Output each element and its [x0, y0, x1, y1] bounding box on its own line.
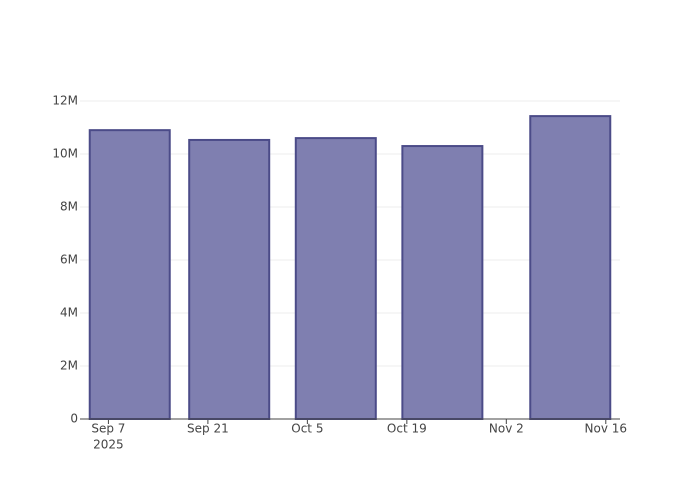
x-tick-label: Sep 7	[91, 422, 125, 436]
bar	[188, 138, 271, 421]
y-tick-label: 12M	[52, 94, 78, 108]
x-tick-label: Sep 21	[187, 422, 229, 436]
bar	[294, 137, 377, 420]
y-tick-label: 0	[70, 412, 78, 426]
y-tick-label: 4M	[60, 306, 78, 320]
bar	[88, 129, 171, 420]
y-tick-label: 2M	[60, 359, 78, 373]
x-tick-label: Oct 19	[387, 422, 427, 436]
bar	[529, 115, 612, 420]
bar	[401, 145, 484, 421]
x-year-label: 2025	[93, 438, 124, 452]
y-tick-label: 8M	[60, 200, 78, 214]
y-tick-label: 10M	[52, 147, 78, 161]
x-tick-label: Nov 16	[585, 422, 628, 436]
x-tick-label: Nov 2	[489, 422, 524, 436]
y-tick-label: 6M	[60, 253, 78, 267]
x-tick-label: Oct 5	[291, 422, 323, 436]
